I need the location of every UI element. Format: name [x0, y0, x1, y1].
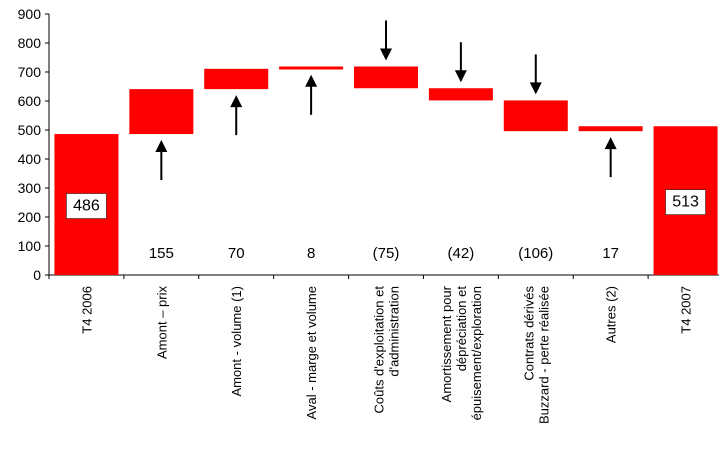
y-tick-label: 800 — [18, 35, 42, 51]
y-tick-label: 100 — [18, 238, 42, 254]
waterfall-bar — [354, 66, 418, 89]
data-label: (42) — [448, 245, 475, 262]
y-tick-label: 300 — [18, 180, 42, 196]
data-label: (106) — [518, 245, 553, 262]
y-tick-label: 600 — [18, 93, 42, 109]
data-label: 486 — [73, 198, 100, 215]
waterfall-bar — [578, 126, 643, 132]
x-category-label: d'administration — [387, 286, 402, 377]
y-tick-label: 900 — [18, 6, 42, 22]
waterfall-bar — [204, 68, 269, 90]
total-label-box — [66, 193, 107, 219]
x-category-label: Aval - marge et volume — [304, 286, 319, 419]
down-arrow-head — [454, 70, 467, 83]
x-category-label: Coûts d'exploitation et — [372, 286, 387, 414]
data-label: 155 — [149, 245, 174, 262]
y-tick-label: 500 — [18, 122, 42, 138]
y-tick-label: 0 — [33, 267, 41, 283]
x-category-label: Amont - volume (1) — [229, 286, 244, 397]
y-tick-label: 200 — [18, 209, 42, 225]
x-category-label: épuisement/exploration — [469, 286, 484, 420]
x-category-label: Autres (2) — [604, 286, 619, 343]
data-label: 513 — [672, 194, 699, 211]
x-category-label: Buzzard - perte réalisée — [536, 286, 551, 424]
down-arrow-head — [380, 48, 392, 61]
waterfall-bar — [279, 66, 344, 70]
data-label: 17 — [602, 245, 619, 262]
x-category-label: dépréciation et — [454, 286, 469, 372]
waterfall-bar — [129, 89, 194, 135]
waterfall-bar — [503, 100, 568, 132]
waterfall-bar — [428, 88, 493, 101]
total-label-box — [665, 189, 706, 215]
up-arrow-head — [604, 137, 617, 150]
up-arrow-head — [305, 74, 318, 87]
x-category-label: Contrats dérivés — [521, 286, 536, 381]
down-arrow-head — [529, 82, 542, 95]
x-category-label: Amortissement pour — [439, 285, 454, 402]
up-arrow-head — [230, 95, 243, 108]
up-arrow-head — [155, 140, 168, 153]
x-category-label: Amont – prix — [154, 286, 169, 359]
y-tick-label: 700 — [18, 64, 42, 80]
x-category-label: T4 2007 — [679, 286, 694, 334]
data-label: 70 — [228, 245, 245, 262]
x-category-label: T4 2006 — [79, 286, 94, 334]
data-label: (75) — [373, 245, 400, 262]
y-tick-label: 400 — [18, 151, 42, 167]
data-label: 8 — [307, 245, 315, 262]
